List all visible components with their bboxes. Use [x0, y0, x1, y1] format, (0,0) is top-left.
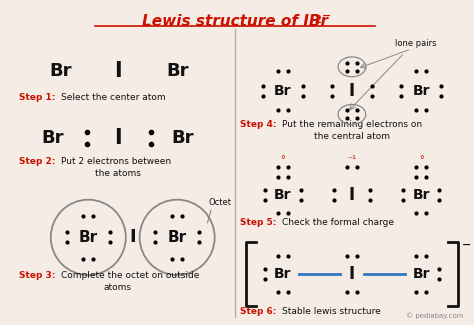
Text: Br: Br: [412, 84, 430, 98]
Text: Step 5:: Step 5:: [240, 217, 277, 227]
Text: Select the center atom: Select the center atom: [61, 93, 165, 102]
Text: Step 2:: Step 2:: [19, 157, 55, 166]
Text: −: −: [322, 11, 332, 21]
Text: Step 1:: Step 1:: [19, 93, 55, 102]
Text: I: I: [129, 228, 136, 246]
Text: Step 4:: Step 4:: [240, 120, 277, 129]
Text: I: I: [114, 128, 122, 148]
Text: Complete the octet on outside: Complete the octet on outside: [61, 271, 199, 280]
Text: Br: Br: [412, 188, 430, 202]
Text: the central atom: the central atom: [314, 132, 390, 141]
Text: atoms: atoms: [104, 283, 132, 292]
Text: Br: Br: [274, 84, 292, 98]
Text: Br: Br: [172, 129, 194, 147]
Text: ⁻¹: ⁻¹: [347, 155, 356, 165]
Text: Br: Br: [166, 62, 188, 80]
Text: °: °: [281, 155, 285, 165]
Text: Octet: Octet: [209, 198, 232, 207]
Text: I: I: [114, 61, 122, 81]
Text: Step 3:: Step 3:: [19, 271, 55, 280]
Text: Check the formal charge: Check the formal charge: [282, 217, 394, 227]
Text: °: °: [419, 155, 423, 165]
Text: Br: Br: [274, 267, 292, 281]
Text: Put 2 electrons between: Put 2 electrons between: [61, 157, 171, 166]
Text: Br: Br: [168, 230, 187, 245]
Text: −: −: [462, 240, 471, 250]
Text: lone pairs: lone pairs: [395, 39, 437, 47]
Text: Stable lewis structure: Stable lewis structure: [282, 307, 381, 316]
Text: Lewis structure of IBr: Lewis structure of IBr: [142, 14, 328, 29]
Text: Br: Br: [49, 62, 72, 80]
Text: the atoms: the atoms: [95, 169, 141, 178]
Text: I: I: [349, 82, 355, 100]
Text: © pediabay.com: © pediabay.com: [406, 312, 464, 318]
Text: Step 6:: Step 6:: [240, 307, 277, 316]
Text: I: I: [349, 265, 355, 283]
Text: Br: Br: [79, 230, 98, 245]
Text: Br: Br: [42, 129, 64, 147]
Text: 2: 2: [314, 15, 321, 25]
Text: Put the remaining electrons on: Put the remaining electrons on: [282, 120, 422, 129]
Text: I: I: [349, 186, 355, 204]
Text: Br: Br: [412, 267, 430, 281]
Text: Br: Br: [274, 188, 292, 202]
